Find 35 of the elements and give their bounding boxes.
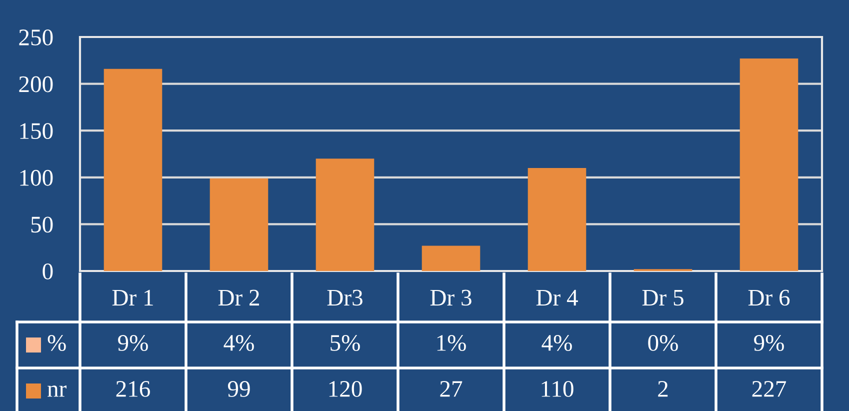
bar <box>210 178 268 271</box>
x-tick-label: Dr 1 <box>112 290 153 306</box>
bar <box>316 158 374 271</box>
legend-label: % <box>48 334 66 351</box>
bar <box>740 58 798 271</box>
x-tick-label: Dr 6 <box>748 290 790 306</box>
data-label: 5% <box>330 334 360 351</box>
x-tick-label: Dr 5 <box>642 290 684 306</box>
y-tick-label: 150 <box>20 123 53 140</box>
data-label: 27 <box>440 381 462 397</box>
bar <box>422 246 480 271</box>
bar <box>104 68 162 271</box>
y-tick-label: 100 <box>20 170 53 186</box>
legend-label: nr <box>48 386 66 397</box>
data-label: 9% <box>118 334 148 351</box>
data-label: 99 <box>228 381 250 397</box>
data-label: 110 <box>542 380 574 397</box>
x-tick-label: Dr 3 <box>430 290 472 306</box>
data-label: 0% <box>648 334 678 351</box>
data-label: 227 <box>752 381 786 397</box>
x-tick-label: Dr3 <box>327 290 362 306</box>
y-tick-label: 50 <box>31 216 53 233</box>
y-tick-label: 0 <box>42 263 53 280</box>
data-label: 120 <box>329 380 362 397</box>
bar <box>528 168 586 271</box>
y-tick-label: 250 <box>19 29 53 46</box>
data-label: 4% <box>542 334 572 351</box>
data-label: 1% <box>437 334 466 351</box>
data-label: 9% <box>754 334 784 351</box>
y-tick-label: 200 <box>19 76 53 92</box>
data-label: 216 <box>116 381 150 397</box>
x-tick-label: Dr 4 <box>536 290 578 306</box>
data-label: 2 <box>658 381 668 397</box>
data-label: 4% <box>224 334 254 351</box>
x-tick-label: Dr 2 <box>218 290 260 306</box>
